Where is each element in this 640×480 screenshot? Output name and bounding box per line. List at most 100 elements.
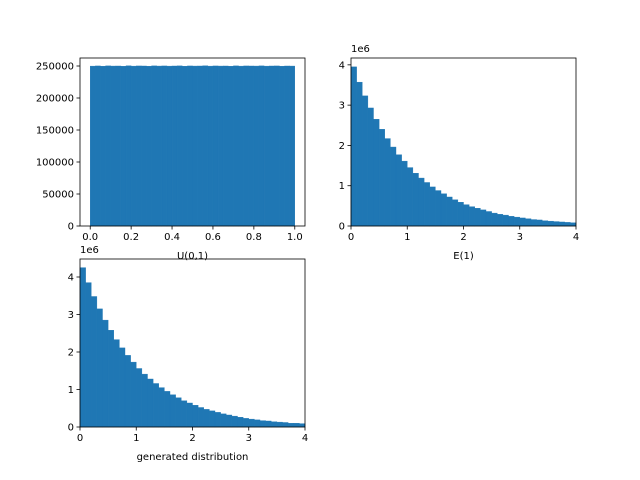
x-tick-label: 1.0 <box>287 232 303 243</box>
histogram-bar <box>226 414 233 428</box>
histogram-bar <box>146 65 152 227</box>
histogram-bar <box>525 218 532 227</box>
histogram-bar <box>367 107 374 227</box>
histogram-bar <box>102 319 109 428</box>
histogram-bar <box>79 267 86 428</box>
histogram-bar <box>258 65 265 227</box>
histogram-bar <box>271 421 278 428</box>
histogram-bar <box>100 65 106 227</box>
histogram-bar <box>547 220 554 227</box>
histogram-bar <box>446 196 453 227</box>
histogram-bar <box>85 282 92 428</box>
histogram-bar <box>508 216 515 227</box>
histogram-bar <box>95 65 101 227</box>
histogram-bar <box>192 65 198 227</box>
histogram-bar <box>176 65 183 227</box>
x-axis-label: U(0,1) <box>177 251 208 262</box>
histogram-bar <box>96 308 103 428</box>
x-tick-label: 0.8 <box>246 232 262 243</box>
histogram-bar <box>186 402 193 428</box>
histogram-bar <box>214 412 221 428</box>
histogram-bar <box>263 65 270 227</box>
histogram-bar <box>287 423 294 428</box>
histogram-bar <box>197 407 204 428</box>
histogram-bar <box>530 219 537 227</box>
x-tick-label: 0 <box>348 232 354 243</box>
histogram-bar <box>480 209 487 227</box>
histogram-bar <box>491 212 498 227</box>
x-axis-label: generated distribution <box>137 452 249 463</box>
y-tick-label: 50000 <box>42 190 74 201</box>
histogram-bar <box>418 177 425 227</box>
histogram-bar <box>107 330 114 428</box>
histogram-bar <box>274 65 280 227</box>
histogram-bar <box>536 219 543 227</box>
histogram-bar <box>115 65 122 227</box>
y-tick-label: 100000 <box>36 158 74 169</box>
y-tick-label: 2 <box>339 141 345 152</box>
histogram-bar <box>120 66 127 227</box>
histogram-bar <box>182 65 188 227</box>
y-tick-label: 4 <box>339 60 345 71</box>
histogram-bar <box>299 423 306 428</box>
histogram-bar <box>395 154 402 227</box>
y-tick-label: 3 <box>68 310 74 321</box>
histogram-bar <box>130 65 137 227</box>
y-tick-label: 1 <box>68 385 74 396</box>
x-tick-label: 2 <box>460 232 466 243</box>
histogram-bar <box>390 146 397 227</box>
y-tick-label: 0 <box>68 222 74 233</box>
histogram-bar <box>152 383 159 428</box>
axes-frame <box>79 57 306 227</box>
histogram-bar <box>237 417 244 428</box>
y-tick-label: 0 <box>339 222 345 233</box>
x-tick-label: 3 <box>246 433 252 444</box>
histogram-bar <box>181 400 188 428</box>
histogram-bar <box>248 65 255 227</box>
histogram-bar <box>254 419 261 428</box>
histogram-bar <box>209 410 216 428</box>
histogram-bar <box>207 65 214 227</box>
histogram-bar <box>141 373 148 428</box>
y-tick-label: 2 <box>68 348 74 359</box>
histogram-bar <box>519 217 526 227</box>
x-tick-label: 4 <box>302 433 308 444</box>
histogram-bar <box>233 65 239 227</box>
histogram-bar <box>497 214 504 227</box>
offset-text: 1e6 <box>80 245 99 256</box>
histogram-bar <box>175 397 182 428</box>
histogram-bar <box>147 378 154 428</box>
histogram-bar <box>243 65 249 227</box>
histogram-bar <box>156 65 163 227</box>
histogram-bar <box>289 65 295 227</box>
histogram-bar <box>542 220 549 227</box>
histogram-bar <box>113 339 120 428</box>
histogram-bar <box>217 65 224 227</box>
histogram-bar <box>124 355 131 428</box>
histogram-bar <box>212 65 219 227</box>
histogram-bar <box>474 208 481 227</box>
histogram-bar <box>423 182 430 227</box>
histogram-bar <box>242 418 249 428</box>
x-tick-label: 3 <box>517 232 523 243</box>
offset-text: 1e6 <box>351 44 370 55</box>
histogram-bar <box>171 65 178 227</box>
histogram-bar <box>485 211 492 227</box>
histogram-bar <box>141 65 147 227</box>
x-axis-label: E(1) <box>453 251 474 262</box>
histogram-bar <box>220 413 227 428</box>
histogram-bar <box>457 202 464 227</box>
x-tick-label: 4 <box>573 232 579 243</box>
histogram-bar <box>187 65 193 227</box>
x-tick-label: 0.4 <box>164 232 180 243</box>
x-tick-label: 0.0 <box>82 232 98 243</box>
histogram-bar <box>276 421 283 428</box>
histogram-bar <box>356 81 363 227</box>
histogram-bar <box>407 167 414 227</box>
y-tick-label: 1 <box>339 181 345 192</box>
histogram-bar <box>203 409 210 428</box>
histogram-bar <box>350 66 357 227</box>
histogram-bar <box>259 420 266 428</box>
histogram-bar <box>231 415 238 428</box>
